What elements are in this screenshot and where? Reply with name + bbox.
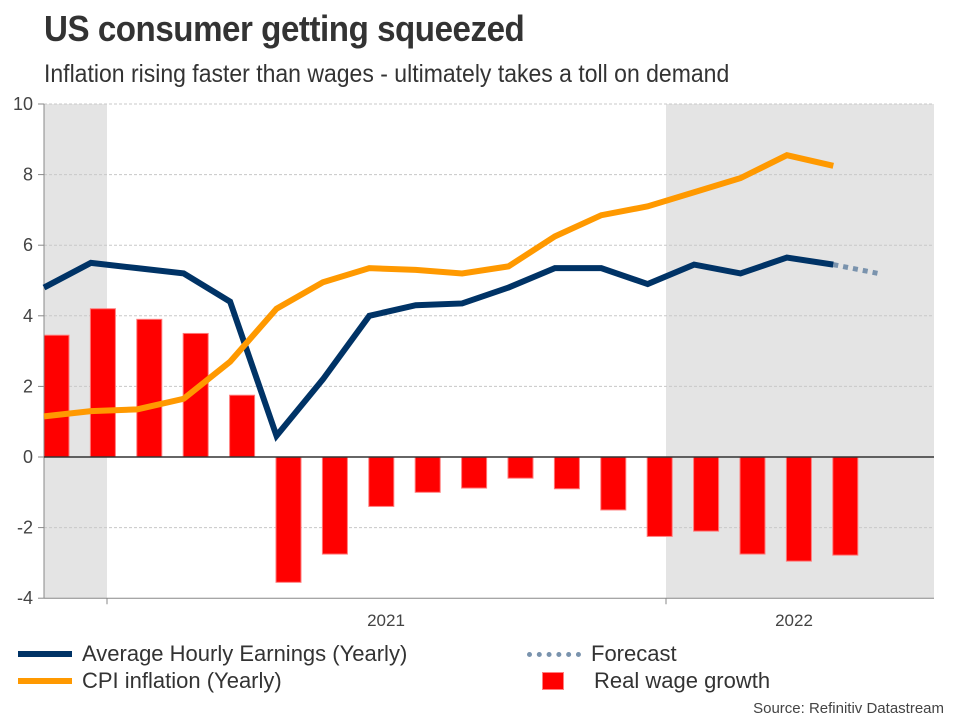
legend-label-cpi: CPI inflation (Yearly) [82, 668, 282, 693]
chart-title: US consumer getting squeezed [44, 8, 525, 49]
bar-real-wage-growth [693, 456, 720, 532]
line-cpi-inflation [43, 152, 834, 420]
y-tick-label: 0 [23, 447, 33, 467]
bar-real-wage-growth [507, 456, 534, 479]
bar-real-wage-growth [646, 456, 673, 537]
bar-real-wage-growth [414, 456, 441, 493]
bar-real-wage-growth [461, 456, 488, 489]
y-tick-label: 8 [23, 165, 33, 185]
legend-item-earnings: Average Hourly Earnings (Yearly) [18, 641, 407, 667]
y-tick-label: 2 [23, 376, 33, 396]
y-tick-label: 10 [13, 94, 33, 114]
bar-real-wage-growth [321, 456, 348, 555]
legend-label-earnings: Average Hourly Earnings (Yearly) [82, 641, 408, 666]
legend-label-real-wage: Real wage growth [594, 668, 771, 693]
bar-series-real-wage-growth [43, 308, 859, 583]
y-tick-label: 4 [23, 306, 33, 326]
legend-item-real-wage: Real wage growth [518, 668, 770, 694]
axes [38, 103, 934, 605]
gridlines [44, 103, 934, 529]
bar-real-wage-growth [832, 456, 859, 556]
bar-real-wage-growth [739, 456, 766, 555]
bar-real-wage-growth [229, 394, 256, 458]
bar-real-wage-growth [43, 334, 70, 458]
legend-swatch-cpi [18, 678, 72, 684]
y-tick-label: 6 [23, 235, 33, 255]
y-tick-label: -2 [17, 518, 33, 538]
line-series [42, 152, 879, 442]
legend-item-forecast: Forecast [527, 641, 677, 667]
tick-labels: -4 -2 0 2 4 6 8 10 2021 2022 [13, 94, 813, 630]
legend-swatch-real-wage [542, 672, 564, 690]
legend-label-forecast: Forecast [591, 641, 677, 666]
y-tick-label: -4 [17, 588, 33, 608]
bar-real-wage-growth [600, 456, 627, 511]
legend-swatch-forecast [527, 651, 581, 657]
bar-real-wage-growth [89, 308, 116, 458]
line-forecast [832, 262, 879, 276]
source-note: Source: Refinitiv Datastream [753, 700, 944, 717]
legend-item-cpi: CPI inflation (Yearly) [18, 668, 282, 694]
x-tick-label: 2022 [775, 611, 813, 630]
chart-subtitle: Inflation rising faster than wages - ult… [44, 60, 730, 88]
bar-real-wage-growth [785, 456, 812, 562]
bar-real-wage-growth [136, 318, 163, 458]
line-average-hourly-earnings [42, 254, 834, 442]
legend-swatch-earnings [18, 651, 72, 657]
bar-real-wage-growth [553, 456, 580, 490]
bar-real-wage-growth [275, 456, 302, 583]
bar-real-wage-growth [368, 456, 395, 507]
x-tick-label: 2021 [367, 611, 405, 630]
